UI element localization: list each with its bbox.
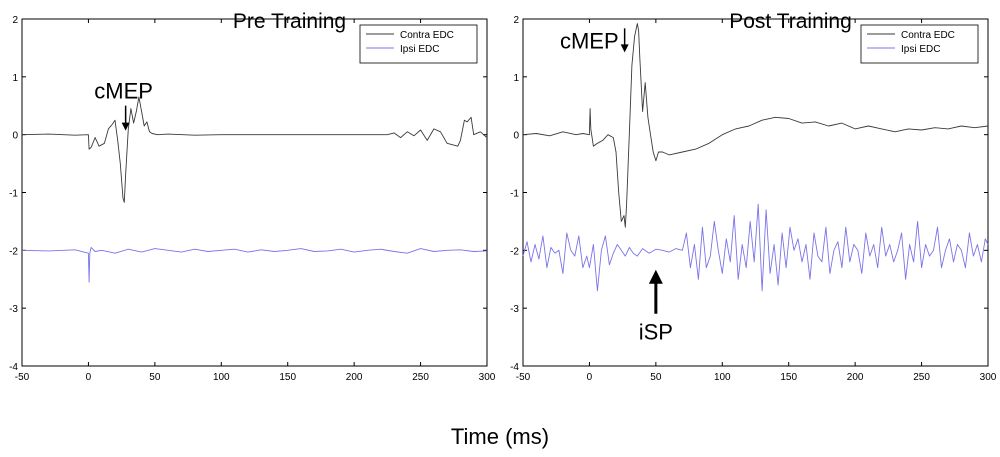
x-tick-label: 200 — [847, 372, 864, 383]
axes-box — [522, 18, 989, 367]
y-tick-label: 0 — [12, 131, 18, 142]
x-tick-label: 250 — [913, 372, 930, 383]
x-tick-label: 250 — [412, 372, 429, 383]
annotation-cmep: cMEP — [560, 28, 629, 53]
legend-entry: Ipsi EDC — [400, 44, 439, 55]
annotation-isp: iSP — [639, 269, 673, 345]
chart-panel-2: -50 0 50 100 150 200 250 300 -4 -3 -2 -1 0 1 2 Post Tra… — [510, 10, 997, 383]
arrow-head — [620, 44, 629, 53]
x-tick-label: 0 — [86, 372, 92, 383]
x-tick-label: 50 — [650, 372, 662, 383]
y-tick-label: -4 — [510, 362, 519, 373]
y-tick-label: 2 — [12, 15, 18, 26]
x-tick-label: -50 — [15, 372, 30, 383]
y-tick-label: 0 — [513, 131, 519, 142]
x-tick-label: 50 — [149, 372, 161, 383]
y-tick-label: 1 — [12, 73, 18, 84]
y-tick-label: 2 — [513, 15, 519, 26]
x-tick-label: 0 — [587, 372, 593, 383]
annotation-text: iSP — [639, 320, 673, 345]
series-line-contra-edc — [522, 23, 989, 228]
y-tick-label: -4 — [9, 362, 18, 373]
y-tick-label: -2 — [9, 246, 18, 257]
legend-entry: Contra EDC — [901, 30, 955, 41]
legend-entry: Ipsi EDC — [901, 44, 940, 55]
annotation-text: cMEP — [94, 79, 153, 104]
y-tick-label: -3 — [510, 304, 519, 315]
annotation-text: cMEP — [560, 28, 619, 53]
legend-entry: Contra EDC — [400, 30, 454, 41]
y-tick-label: -1 — [510, 189, 519, 200]
chart-title: Post Training — [729, 10, 852, 33]
arrow-head — [648, 269, 663, 284]
arrow-head — [121, 122, 130, 131]
y-tick-label: -2 — [510, 246, 519, 257]
x-tick-label: 150 — [279, 372, 296, 383]
chart-title: Pre Training — [233, 10, 346, 33]
chart-panel-1: -50 0 50 100 150 200 250 300 -4 -3 -2 -1 0 1 2 Pre Trai… — [9, 10, 496, 383]
series-line-ipsi-edc — [522, 203, 989, 292]
x-tick-label: 300 — [479, 372, 496, 383]
legend-box — [860, 24, 979, 64]
legend: Contra EDC Ipsi EDC — [359, 24, 478, 64]
axes-box — [21, 18, 488, 367]
legend: Contra EDC Ipsi EDC — [860, 24, 979, 64]
y-tick-label: -1 — [9, 189, 18, 200]
y-tick-label: 1 — [513, 73, 519, 84]
x-tick-label: 300 — [980, 372, 997, 383]
x-tick-label: -50 — [516, 372, 531, 383]
x-tick-label: 200 — [346, 372, 363, 383]
x-tick-label: 150 — [780, 372, 797, 383]
x-tick-label: 100 — [714, 372, 731, 383]
y-tick-label: -3 — [9, 304, 18, 315]
x-axis-label: Time (ms) — [450, 424, 550, 449]
series-line-ipsi-edc — [21, 246, 488, 283]
x-tick-label: 100 — [213, 372, 230, 383]
legend-box — [359, 24, 478, 64]
series-line-contra-edc — [21, 96, 488, 203]
annotation-cmep: cMEP — [94, 79, 153, 131]
